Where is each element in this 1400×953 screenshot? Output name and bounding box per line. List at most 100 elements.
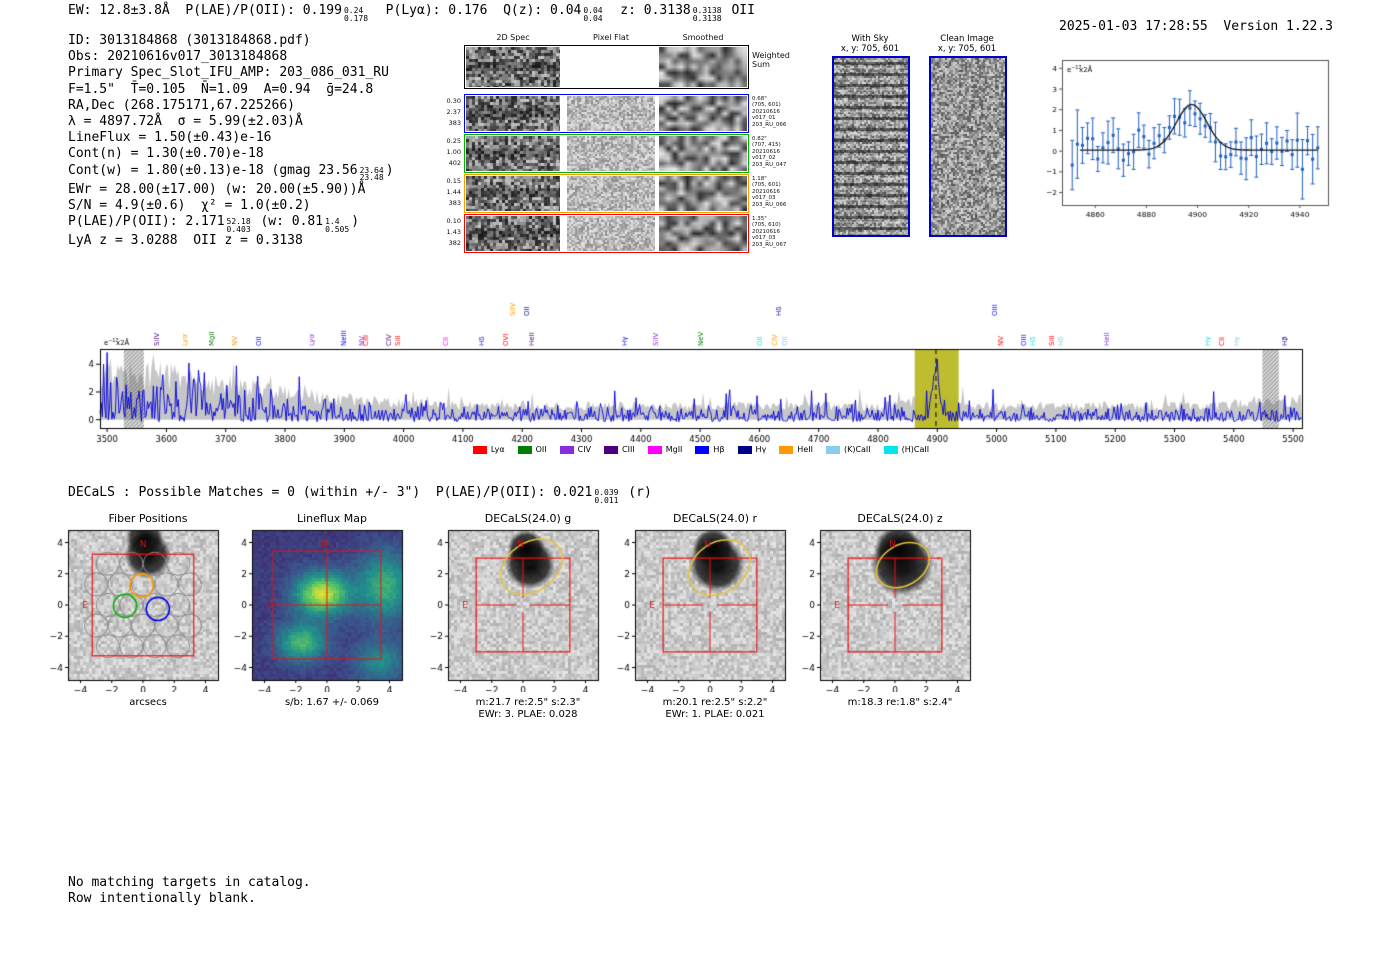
report-meta: 2025-01-03 17:28:55 Version 1.22.3 xyxy=(1043,3,1333,35)
header-summary: EW: 12.8±3.8Å P(LAE)/P(OII): 0.199 0.24 0.… xyxy=(68,3,755,23)
legend-swatch xyxy=(517,445,532,454)
report-version: Version 1.22.3 xyxy=(1223,19,1333,35)
spectrum-legend: Lyα OII CIV CIII MgII Hβ Hγ HeII (K)CaII (H)CaII xyxy=(100,445,1302,454)
legend-swatch xyxy=(825,445,840,454)
clean-image xyxy=(929,56,1007,237)
legend-swatch xyxy=(737,445,752,454)
fiber-annotation: 1.35" (705, 610) 20210616 v017_03 203_RU… xyxy=(752,216,787,248)
lineflux-map-image xyxy=(220,528,412,692)
info-line: Cont(n) = 1.30(±0.70)e-18 xyxy=(68,146,264,162)
cutout-row xyxy=(464,94,749,133)
legend-label: MgII xyxy=(665,445,683,454)
cutout-smooth-image xyxy=(659,216,747,251)
x-axis-label: arcsecs xyxy=(129,697,167,708)
stacked-uncertainty: 0.04 0.04 xyxy=(583,6,603,23)
info-line: Cont(w) = 1.80(±0.13)e-18 (gmag 23.56 23.… xyxy=(68,162,394,183)
stacked-uncertainty: 1.4 0.505 xyxy=(325,217,350,234)
fiber-annotation: 0.82" (707, 415) 20210616 v017_02 203_RU… xyxy=(752,136,787,168)
decals-r-image xyxy=(603,528,795,692)
fiber-positions-image xyxy=(36,528,228,692)
decals-summary: DECaLS : Possible Matches = 0 (within +/… xyxy=(68,485,652,505)
cutout-flat-image xyxy=(567,96,655,131)
legend-swatch xyxy=(883,445,898,454)
info-line: Primary Spec_Slot_IFU_AMP: 203_086_031_R… xyxy=(68,65,389,81)
legend-swatch xyxy=(779,445,794,454)
legend-label: CIV xyxy=(577,445,592,454)
panel-title: DECaLS(24.0) g xyxy=(484,512,572,525)
fiber-weight-labels: 0.15 1.44 383 xyxy=(446,177,461,207)
info-line: P(LAE)/P(OII): 2.171 52.18 0.403 (w: 0.81 1… xyxy=(68,214,360,234)
legend-swatch xyxy=(559,445,574,454)
legend-label: CIII xyxy=(622,445,635,454)
stacked-uncertainty: 0.039 0.011 xyxy=(594,488,619,505)
with-sky-coords: x, y: 705, 601 xyxy=(840,44,900,54)
legend-item: CIII xyxy=(604,445,635,454)
cutout-smooth-image xyxy=(659,176,747,211)
legend-label: HeII xyxy=(797,445,813,454)
cutout-smooth-image xyxy=(659,47,747,87)
legend-item: OII xyxy=(517,445,547,454)
cutout-row xyxy=(464,134,749,173)
cutout-spec-image xyxy=(466,176,560,211)
panel-caption: s/b: 1.67 +/- 0.069 xyxy=(284,697,380,708)
cutout-flat-image xyxy=(567,176,655,211)
line-fit-plot xyxy=(1030,50,1340,230)
legend-item: (H)CaII xyxy=(883,445,930,454)
panel-caption: m:18.3 re:1.8" s:2.4" xyxy=(847,697,953,708)
weighted-sum-label: Weighted Sum xyxy=(752,51,790,69)
cutout-row xyxy=(464,45,749,89)
legend-label: (K)CaII xyxy=(843,445,871,454)
info-line: S/N = 4.9(±0.6) χ² = 1.0(±0.2) xyxy=(68,197,311,213)
cutout-smooth-image xyxy=(659,136,747,171)
panel-title: DECaLS(24.0) z xyxy=(857,512,943,525)
panel-caption2: EWr: 1. PLAE: 0.021 xyxy=(665,709,765,720)
footer-note-2: Row intentionally blank. xyxy=(68,891,256,906)
report-datetime: 2025-01-03 17:28:55 xyxy=(1059,19,1208,35)
legend-swatch xyxy=(604,445,619,454)
cutout-flat-image xyxy=(567,136,655,171)
fiber-weight-labels: 0.30 2.37 383 xyxy=(446,97,461,127)
cutout-column-header-smoothed: Smoothed xyxy=(682,33,724,42)
legend-label: (H)CaII xyxy=(901,445,930,454)
legend-label: OII xyxy=(535,445,547,454)
info-line: Obs: 20210616v017_3013184868 xyxy=(68,49,288,65)
panel-caption2: EWr: 3. PLAE: 0.028 xyxy=(478,709,578,720)
cutout-spec-image xyxy=(466,216,560,251)
info-line: LineFlux = 1.50(±0.43)e-16 xyxy=(68,130,272,146)
legend-item: Hγ xyxy=(737,445,766,454)
fiber-annotation: 0.68" (705, 601) 20210616 v017_01 203_RU… xyxy=(752,96,787,128)
fiber-annotation: 1.18" (705, 601) 20210616 v017_03 203_RU… xyxy=(752,176,787,208)
legend-item: HeII xyxy=(779,445,813,454)
cutout-column-header-pixelflat: Pixel Flat xyxy=(593,33,629,42)
decals-z-image xyxy=(788,528,980,692)
legend-label: Hβ xyxy=(713,445,725,454)
stacked-uncertainty: 0.24 0.178 xyxy=(343,6,369,23)
info-line: λ = 4897.72Å σ = 5.99(±2.03)Å xyxy=(68,114,303,130)
legend-item: (K)CaII xyxy=(825,445,871,454)
legend-swatch xyxy=(472,445,487,454)
legend-item: CIV xyxy=(559,445,592,454)
cutout-flat-image xyxy=(567,216,655,251)
panel-caption: m:21.7 re:2.5" s:2.3" xyxy=(475,697,581,708)
panel-title: DECaLS(24.0) r xyxy=(672,512,758,525)
fiber-weight-labels: 0.10 1.43 382 xyxy=(446,217,461,247)
legend-label: Lyα xyxy=(490,445,505,454)
full-spectrum-plot xyxy=(60,258,1350,454)
stacked-uncertainty: 52.18 0.403 xyxy=(226,217,251,234)
legend-item: MgII xyxy=(647,445,683,454)
cutout-row xyxy=(464,214,749,253)
info-line: EWr = 28.00(±17.00) (w: 20.00(±5.90))Å xyxy=(68,181,366,197)
cutout-spec-image xyxy=(466,136,560,171)
clean-image-title: Clean Image xyxy=(940,34,994,44)
stacked-uncertainty: 23.64 23.48 xyxy=(359,165,384,183)
legend-item: Lyα xyxy=(472,445,505,454)
cutout-spec-image xyxy=(466,47,560,87)
decals-g-image xyxy=(416,528,608,692)
panel-title: Fiber Positions xyxy=(108,512,188,525)
cutout-column-header-2dspec: 2D Spec xyxy=(496,33,530,42)
legend-swatch xyxy=(647,445,662,454)
legend-swatch xyxy=(695,445,710,454)
stacked-uncertainty: 0.3138 0.3138 xyxy=(692,6,722,23)
with-sky-image xyxy=(832,56,910,237)
cutout-smooth-image xyxy=(659,96,747,131)
